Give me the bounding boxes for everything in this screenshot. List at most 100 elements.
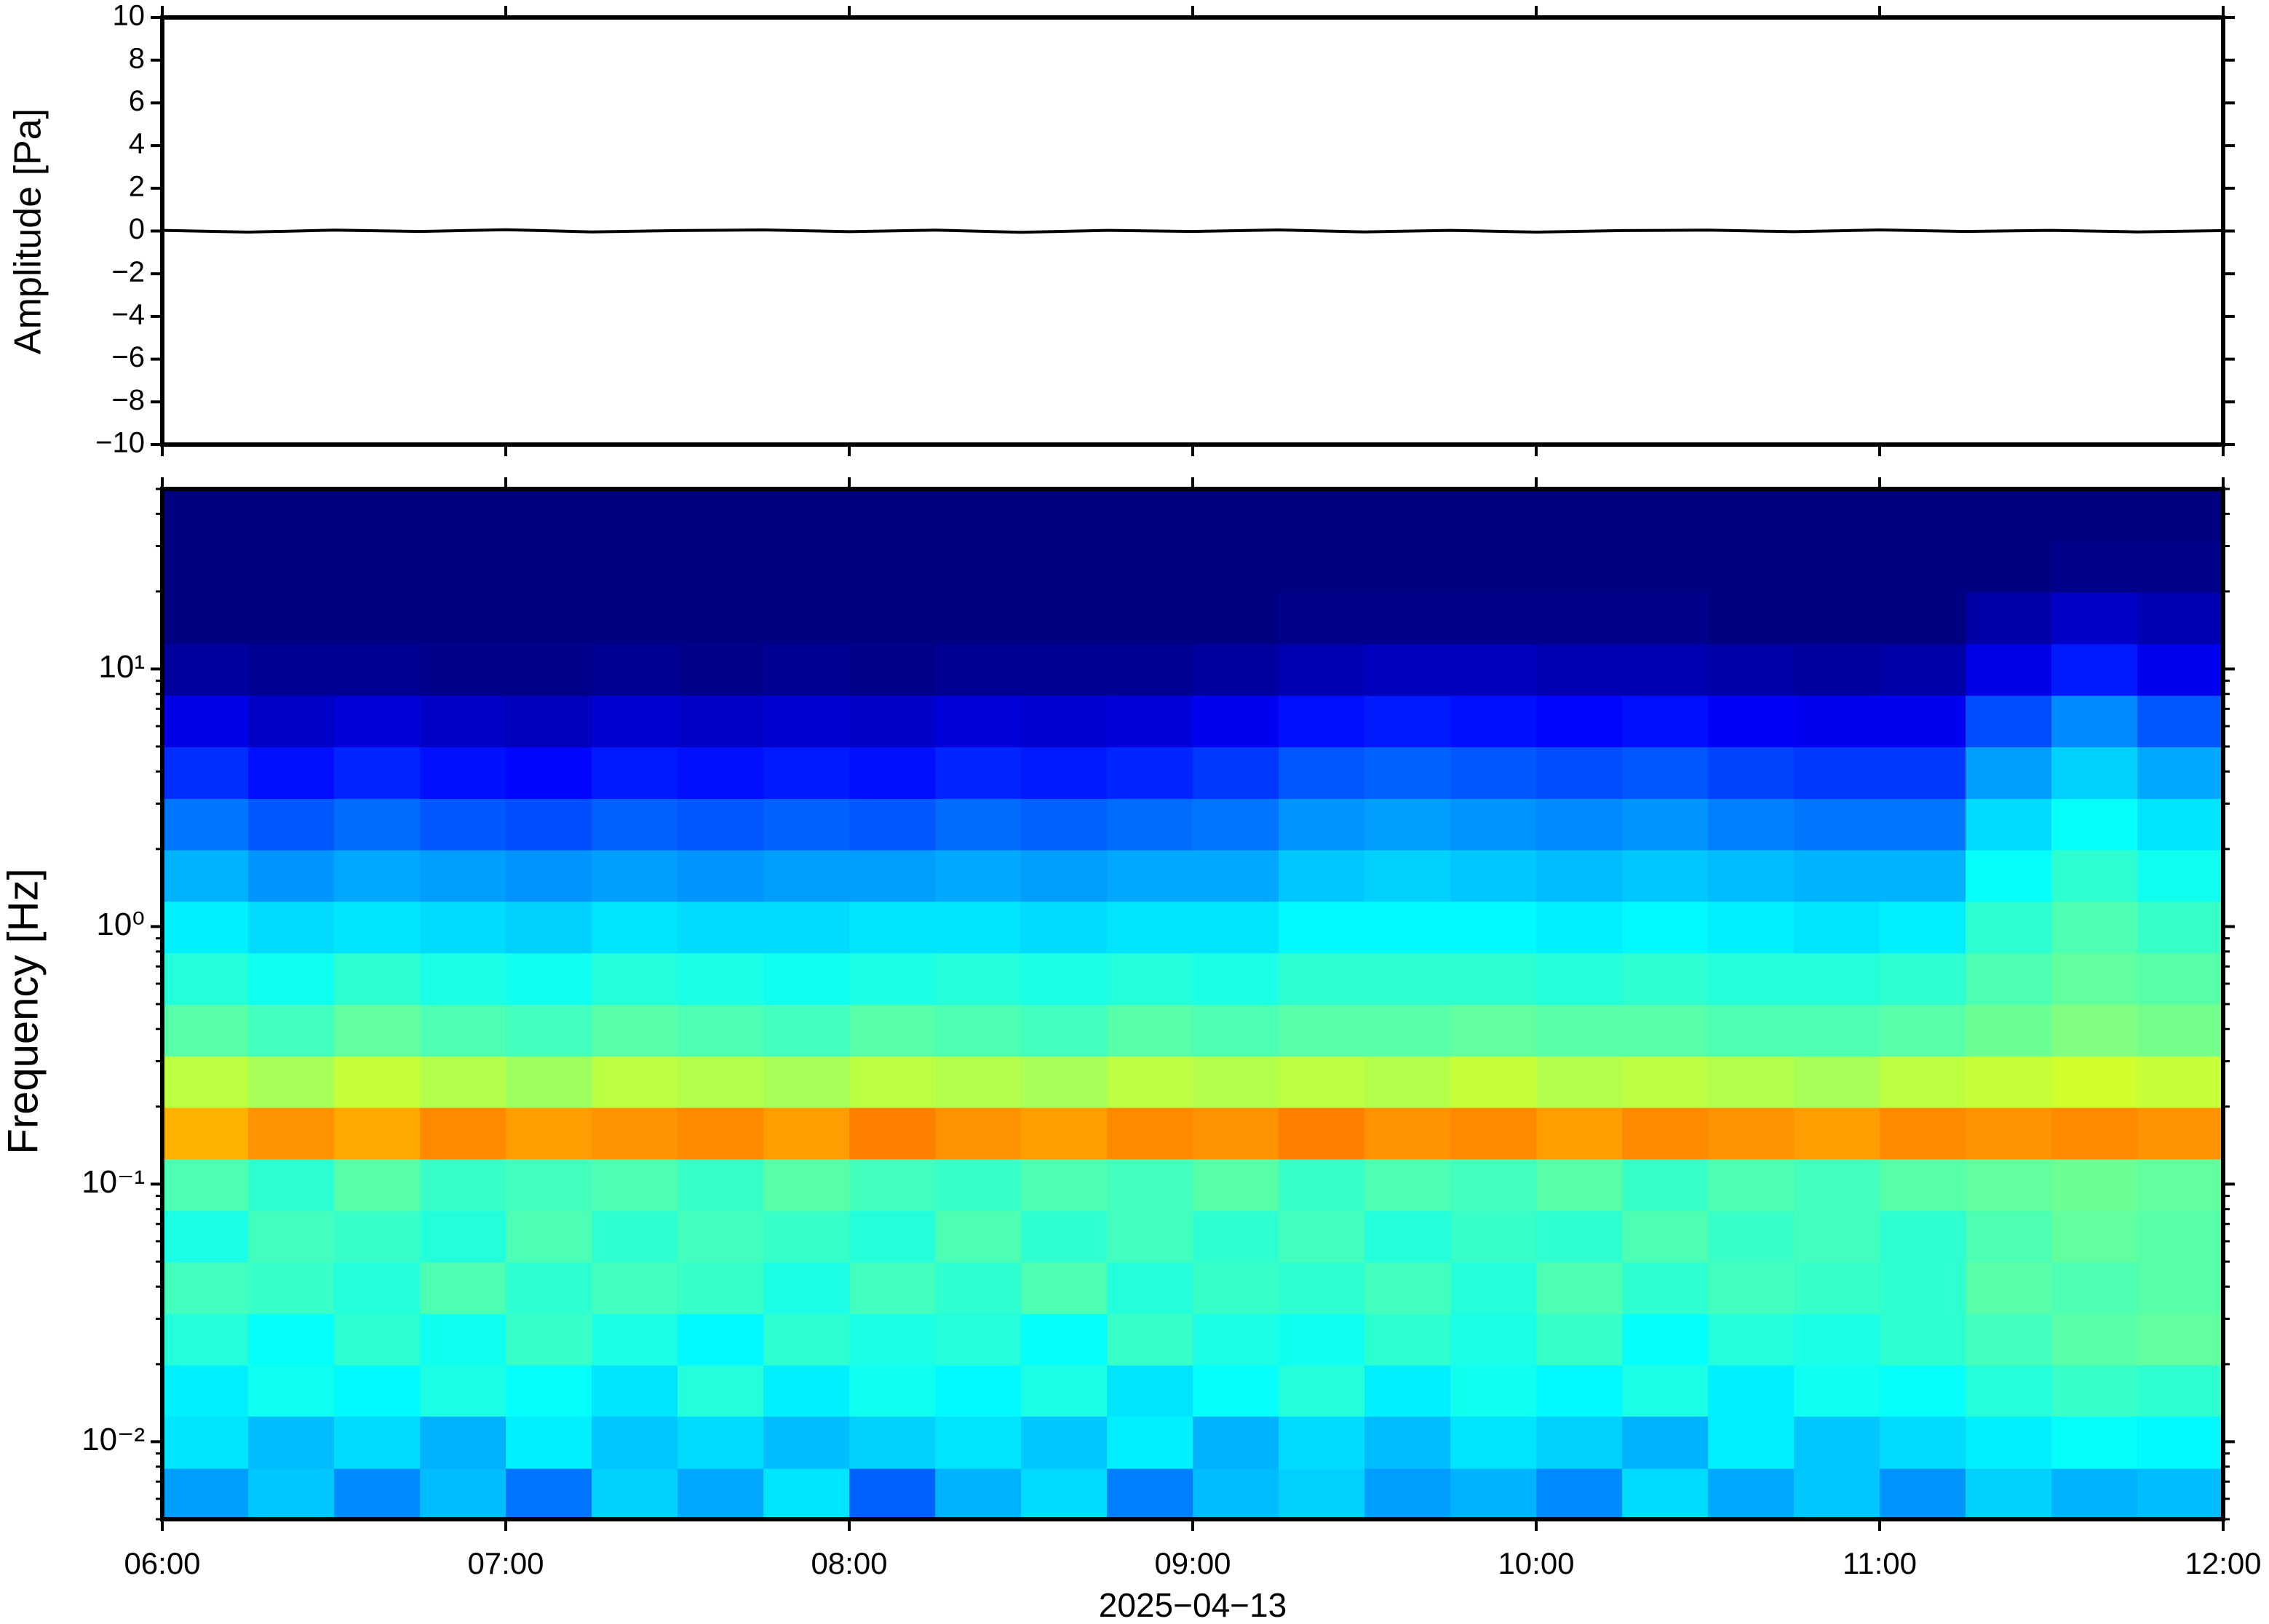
spectrogram-cell — [1450, 541, 1537, 593]
spectrogram-cell — [420, 1262, 506, 1315]
spectrogram-cell — [248, 541, 335, 593]
spectrogram-cell — [592, 1313, 678, 1366]
spectrogram-cell — [592, 592, 678, 645]
spectrogram-cell — [1880, 1313, 1966, 1366]
y-tick-label: −10 — [95, 427, 145, 459]
y-tick-label: 4 — [129, 128, 145, 160]
spectrogram-cell — [1107, 901, 1193, 954]
spectrogram-cell — [592, 1262, 678, 1315]
spectrogram-cell — [2051, 952, 2138, 1005]
spectrogram-cell — [1794, 1415, 1880, 1469]
x-tick-label: 06:00 — [124, 1546, 200, 1580]
spectrogram-cell — [1708, 1158, 1795, 1211]
spectrogram-cell — [420, 592, 506, 645]
spectrogram-cell — [849, 489, 936, 542]
spectrogram-cell — [677, 1364, 764, 1417]
spectrogram-cell — [1536, 849, 1623, 902]
spectrogram-cell — [1880, 643, 1966, 696]
spectrogram-cell — [592, 1107, 678, 1160]
spectrogram-cell — [1966, 1107, 2052, 1160]
spectrogram-cell — [2051, 643, 2138, 696]
spectrogram-cell — [935, 489, 1022, 542]
spectrogram-cell — [1622, 1415, 1709, 1469]
spectrogram-cell — [420, 1415, 506, 1469]
spectrogram-cell — [334, 952, 421, 1005]
spectrogram-cell — [592, 1364, 678, 1417]
spectrogram-cell — [162, 1262, 249, 1315]
spectrogram-cell — [1622, 798, 1709, 851]
spectrogram-cell — [1364, 489, 1451, 542]
spectrogram-cell — [1536, 747, 1623, 800]
spectrogram-cell — [935, 643, 1022, 696]
spectrogram-cell — [1794, 1364, 1880, 1417]
spectrogram-cell — [1794, 695, 1880, 747]
spectrogram-cell — [1450, 1210, 1537, 1262]
spectrogram-cell — [162, 592, 249, 645]
spectrogram-cell — [592, 1056, 678, 1108]
spectrogram-cell — [1364, 798, 1451, 851]
spectrogram-cell — [1536, 489, 1623, 542]
spectrogram-cell — [1193, 1262, 1279, 1315]
spectrogram-cell — [506, 849, 592, 902]
spectrogram-cell — [1107, 643, 1193, 696]
spectrogram-cell — [1279, 952, 1365, 1005]
spectrogram-cell — [1364, 1210, 1451, 1262]
spectrogram-cell — [1450, 643, 1537, 696]
spectrogram-cell — [1708, 849, 1795, 902]
spectrogram-cell — [334, 592, 421, 645]
spectrogram-cell — [1622, 541, 1709, 593]
spectrogram-cell — [1794, 1262, 1880, 1315]
spectrogram-cell — [2051, 1107, 2138, 1160]
spectrogram-cell — [1364, 1004, 1451, 1057]
spectrogram-cell — [763, 1004, 850, 1057]
spectrogram-cell — [1193, 643, 1279, 696]
spectrogram-cell — [162, 952, 249, 1005]
spectrogram-cell — [1966, 592, 2052, 645]
spectrogram-cell — [162, 1415, 249, 1469]
spectrogram-cell — [1364, 1262, 1451, 1315]
waveform — [162, 228, 2224, 234]
spectrogram-cell — [849, 901, 936, 954]
x-tick-label: 12:00 — [2185, 1546, 2261, 1580]
spectrogram-cell — [162, 1468, 249, 1519]
spectrogram-cell — [334, 1468, 421, 1519]
spectrogram-cell — [1880, 1415, 1966, 1469]
spectrogram-cell — [1880, 1056, 1966, 1108]
spectrogram-cell — [2051, 1313, 2138, 1366]
spectrogram-cell — [935, 1415, 1022, 1469]
spectrogram-cell — [1107, 1468, 1193, 1519]
spectrogram-cell — [1450, 952, 1537, 1005]
spectrogram-cell — [1450, 695, 1537, 747]
spectrogram-cell — [592, 1158, 678, 1211]
spectrogram-cell — [1708, 541, 1795, 593]
spectrogram-cell — [2051, 541, 2138, 593]
spectrogram-cell — [506, 901, 592, 954]
spectrogram-cell — [162, 849, 249, 902]
spectrogram-cell — [1279, 1210, 1365, 1262]
spectrogram-cell — [1279, 798, 1365, 851]
spectrogram-cell — [1708, 1313, 1795, 1366]
spectrogram-cell — [1364, 592, 1451, 645]
spectrogram-cell — [248, 1313, 335, 1366]
spectrogram-cell — [1107, 695, 1193, 747]
spectrogram-cell — [334, 1313, 421, 1366]
spectrogram-cell — [677, 1107, 764, 1160]
spectrogram-cell — [1364, 1415, 1451, 1469]
spectrogram-cell — [1364, 952, 1451, 1005]
spectrogram-cell — [763, 695, 850, 747]
spectrogram-cell — [1450, 849, 1537, 902]
spectrogram-cell — [1279, 592, 1365, 645]
spectrogram-cell — [1622, 643, 1709, 696]
spectrogram-cell — [506, 1262, 592, 1315]
spectrogram-cell — [1450, 747, 1537, 800]
spectrogram-cell — [2137, 1107, 2223, 1160]
spectrogram-cell — [1966, 1210, 2052, 1262]
spectrogram-cell — [248, 489, 335, 542]
spectrogram-cell — [334, 1004, 421, 1057]
spectrogram-cell — [2051, 1158, 2138, 1211]
spectrogram-cell — [1193, 1468, 1279, 1519]
spectrogram-cell — [1966, 798, 2052, 851]
spectrogram-cell — [763, 592, 850, 645]
spectrogram-cell — [162, 643, 249, 696]
spectrogram-cell — [506, 1158, 592, 1211]
